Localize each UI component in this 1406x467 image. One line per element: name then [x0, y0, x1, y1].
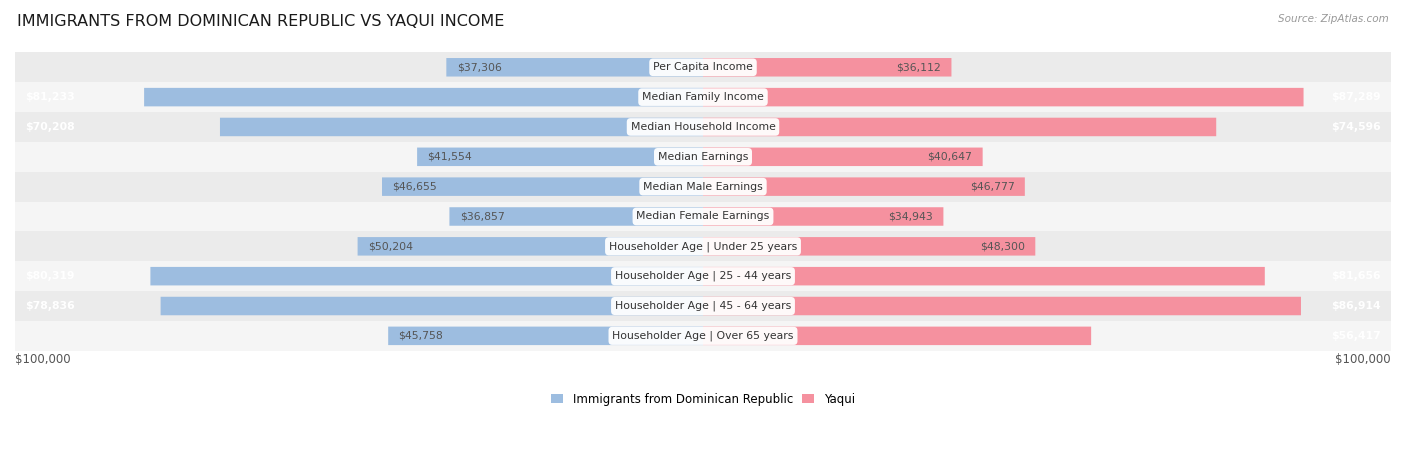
Text: $50,204: $50,204: [368, 241, 413, 251]
Bar: [15, 232, 1391, 261]
FancyBboxPatch shape: [145, 88, 703, 106]
FancyBboxPatch shape: [703, 326, 1091, 345]
Text: $46,777: $46,777: [970, 182, 1015, 191]
Text: $78,836: $78,836: [25, 301, 75, 311]
Text: $80,319: $80,319: [25, 271, 75, 281]
Legend: Immigrants from Dominican Republic, Yaqui: Immigrants from Dominican Republic, Yaqu…: [547, 388, 859, 410]
Text: Householder Age | 45 - 64 years: Householder Age | 45 - 64 years: [614, 301, 792, 311]
FancyBboxPatch shape: [446, 58, 703, 77]
Text: Median Earnings: Median Earnings: [658, 152, 748, 162]
Text: $41,554: $41,554: [427, 152, 472, 162]
Bar: [15, 52, 1391, 82]
FancyBboxPatch shape: [450, 207, 703, 226]
Text: Householder Age | 25 - 44 years: Householder Age | 25 - 44 years: [614, 271, 792, 282]
Text: Median Household Income: Median Household Income: [630, 122, 776, 132]
Text: Median Family Income: Median Family Income: [643, 92, 763, 102]
Text: Householder Age | Over 65 years: Householder Age | Over 65 years: [612, 331, 794, 341]
Text: $36,857: $36,857: [460, 212, 505, 221]
Bar: [15, 142, 1391, 172]
Bar: [15, 291, 1391, 321]
Text: $56,417: $56,417: [1331, 331, 1381, 341]
Text: Median Male Earnings: Median Male Earnings: [643, 182, 763, 191]
Text: $70,208: $70,208: [25, 122, 75, 132]
Text: $48,300: $48,300: [980, 241, 1025, 251]
FancyBboxPatch shape: [703, 207, 943, 226]
Text: Source: ZipAtlas.com: Source: ZipAtlas.com: [1278, 14, 1389, 24]
Text: $87,289: $87,289: [1331, 92, 1381, 102]
Text: $100,000: $100,000: [1336, 353, 1391, 366]
Text: Per Capita Income: Per Capita Income: [652, 62, 754, 72]
FancyBboxPatch shape: [150, 267, 703, 285]
FancyBboxPatch shape: [219, 118, 703, 136]
Text: Median Female Earnings: Median Female Earnings: [637, 212, 769, 221]
FancyBboxPatch shape: [388, 326, 703, 345]
Bar: [15, 261, 1391, 291]
FancyBboxPatch shape: [703, 237, 1035, 255]
Text: $100,000: $100,000: [15, 353, 70, 366]
Bar: [15, 172, 1391, 202]
Bar: [15, 112, 1391, 142]
Text: $36,112: $36,112: [897, 62, 941, 72]
Text: $81,656: $81,656: [1331, 271, 1381, 281]
FancyBboxPatch shape: [703, 148, 983, 166]
FancyBboxPatch shape: [703, 118, 1216, 136]
Bar: [15, 82, 1391, 112]
FancyBboxPatch shape: [703, 88, 1303, 106]
Text: $37,306: $37,306: [457, 62, 502, 72]
Text: IMMIGRANTS FROM DOMINICAN REPUBLIC VS YAQUI INCOME: IMMIGRANTS FROM DOMINICAN REPUBLIC VS YA…: [17, 14, 505, 29]
Text: $46,655: $46,655: [392, 182, 437, 191]
FancyBboxPatch shape: [160, 297, 703, 315]
Text: $40,647: $40,647: [928, 152, 973, 162]
FancyBboxPatch shape: [418, 148, 703, 166]
Text: $45,758: $45,758: [398, 331, 443, 341]
Text: $74,596: $74,596: [1331, 122, 1381, 132]
FancyBboxPatch shape: [703, 267, 1265, 285]
Bar: [15, 321, 1391, 351]
Bar: [15, 202, 1391, 232]
Text: $34,943: $34,943: [889, 212, 934, 221]
FancyBboxPatch shape: [703, 58, 952, 77]
FancyBboxPatch shape: [703, 177, 1025, 196]
FancyBboxPatch shape: [357, 237, 703, 255]
FancyBboxPatch shape: [703, 297, 1301, 315]
FancyBboxPatch shape: [382, 177, 703, 196]
Text: Householder Age | Under 25 years: Householder Age | Under 25 years: [609, 241, 797, 252]
Text: $86,914: $86,914: [1331, 301, 1381, 311]
Text: $81,233: $81,233: [25, 92, 75, 102]
